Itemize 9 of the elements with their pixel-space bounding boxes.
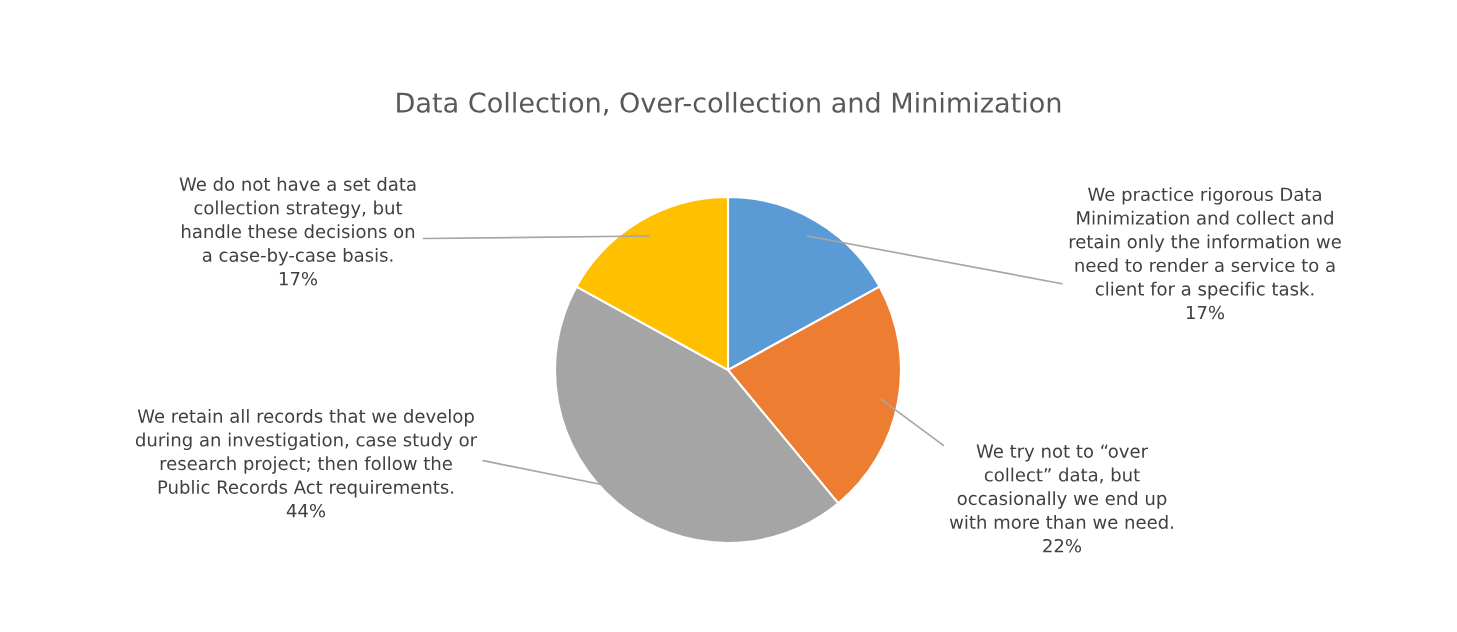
chart-title: Data Collection, Over-collection and Minimization <box>397 91 1061 116</box>
slice-label: We try not to “over collect” data, but occasionally we end up with more than we need. <box>949 444 1173 529</box>
data-label: 44% <box>286 503 326 518</box>
data-label: 17% <box>1186 305 1225 320</box>
data-label: 17% <box>279 271 318 286</box>
slice-label: We practice rigorous Data Minimization and collect and retain only the information we need to render a service to a client for a specific task. <box>1069 187 1341 300</box>
data-label: 22% <box>1043 538 1082 553</box>
slice-label: We do not have a set data collection strategy, but handle these decisions on a case-by-case basis. <box>179 176 416 266</box>
slice-label: We retain all records that we develop during an investigation, case study or research project; then follow the Public Records Act requirements. <box>135 408 478 498</box>
